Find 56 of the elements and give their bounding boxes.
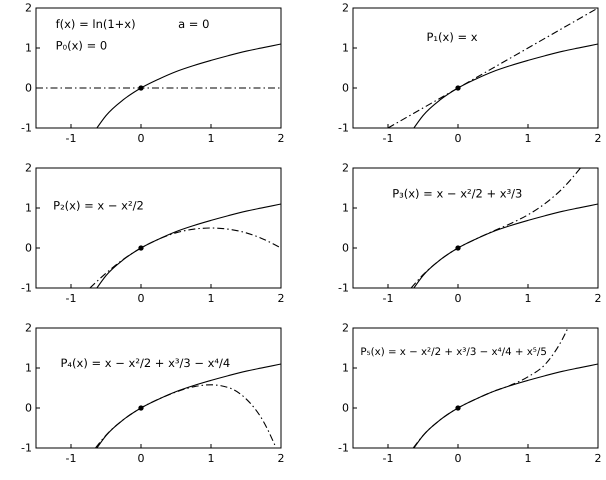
x-tick-label: 1	[524, 132, 532, 145]
x-tick-label: 2	[278, 292, 284, 305]
y-tick-label: 1	[342, 362, 349, 375]
y-tick-label: -1	[338, 282, 349, 295]
y-tick-label: -1	[338, 122, 349, 135]
x-tick-label: 1	[524, 292, 532, 305]
x-tick-label: 0	[454, 132, 462, 145]
annotation: P₃(x) = x − x²/2 + x³/3	[392, 186, 522, 201]
y-tick-label: 0	[25, 82, 32, 95]
y-tick-label: 2	[25, 322, 32, 335]
x-tick-label: -1	[382, 292, 394, 305]
y-tick-label: -1	[21, 122, 32, 135]
x-tick-label: 1	[208, 292, 214, 305]
x-tick-label: 0	[138, 132, 144, 145]
x-tick-label: 0	[454, 452, 462, 465]
y-tick-label: 0	[342, 402, 349, 415]
annotation: P₅(x) = x − x²/2 + x³/3 − x⁴/4 + x⁵/5	[360, 346, 547, 358]
x-tick-label: 2	[594, 292, 602, 305]
annotation: a = 0	[178, 16, 210, 31]
x-tick-label: 1	[208, 452, 214, 465]
x-tick-label: 1	[208, 132, 214, 145]
y-tick-label: -1	[21, 282, 32, 295]
annotation: P₀(x) = 0	[56, 38, 108, 53]
annotation: P₄(x) = x − x²/2 + x³/3 − x⁴/4	[60, 356, 230, 370]
x-tick-label: -1	[382, 132, 394, 145]
y-tick-label: 1	[25, 362, 32, 375]
y-tick-label: -1	[338, 442, 349, 455]
y-tick-label: 2	[342, 322, 349, 335]
y-tick-label: 2	[25, 2, 32, 15]
y-tick-label: 1	[25, 202, 32, 215]
y-tick-label: 0	[25, 402, 32, 415]
x-tick-label: 2	[278, 132, 284, 145]
x-tick-label: 2	[594, 132, 602, 145]
y-tick-label: 0	[25, 242, 32, 255]
x-tick-label: 0	[454, 292, 462, 305]
annotation: P₂(x) = x − x²/2	[53, 198, 144, 213]
x-tick-label: -1	[66, 452, 76, 465]
x-tick-label: -1	[66, 132, 76, 145]
y-tick-label: 1	[25, 42, 32, 55]
y-tick-label: 1	[342, 202, 349, 215]
y-tick-label: 2	[25, 162, 32, 175]
y-tick-label: 1	[342, 42, 349, 55]
y-tick-label: -1	[21, 442, 32, 455]
x-tick-label: 2	[278, 452, 284, 465]
x-tick-label: 0	[138, 292, 144, 305]
y-tick-label: 2	[342, 162, 349, 175]
x-tick-label: 0	[138, 452, 144, 465]
x-tick-label: -1	[66, 292, 76, 305]
y-tick-label: 0	[342, 82, 349, 95]
x-tick-label: -1	[382, 452, 394, 465]
x-tick-label: 1	[524, 452, 532, 465]
annotation: P₁(x) = x	[426, 30, 478, 44]
y-tick-label: 0	[342, 242, 349, 255]
annotation: f(x) = ln(1+x)	[56, 16, 136, 31]
x-tick-label: 2	[594, 452, 602, 465]
y-tick-label: 2	[342, 2, 349, 15]
